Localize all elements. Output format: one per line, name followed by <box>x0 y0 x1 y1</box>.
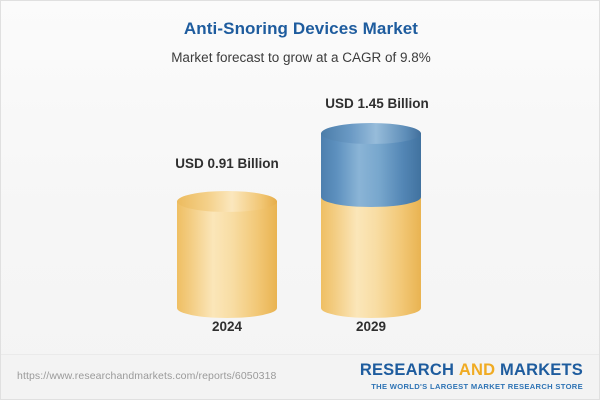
bar-2024-body <box>177 201 277 308</box>
report-url[interactable]: https://www.researchandmarkets.com/repor… <box>17 370 277 382</box>
bar-2029-blue-bottom-ellipse <box>321 187 421 207</box>
value-label-2024: USD 0.91 Billion <box>175 156 279 171</box>
brand-logo[interactable]: RESEARCH AND MARKETS THE WORLD'S LARGEST… <box>360 362 583 390</box>
chart-subtitle: Market forecast to grow at a CAGR of 9.8… <box>171 50 431 65</box>
bar-2024[interactable] <box>177 191 277 318</box>
bar-2029-top-ellipse <box>321 123 421 144</box>
page-title: Anti-Snoring Devices Market <box>183 19 419 38</box>
bar-2024-top-ellipse <box>177 191 277 212</box>
logo-word-markets: MARKETS <box>500 361 583 379</box>
logo-word-and: AND <box>458 361 496 379</box>
category-label-2029: 2029 <box>355 319 387 334</box>
footer-bar: https://www.researchandmarkets.com/repor… <box>1 354 599 399</box>
bar-2029-base-ellipse <box>321 298 421 318</box>
value-label-2029: USD 1.45 Billion <box>325 96 429 111</box>
category-label-2024: 2024 <box>211 319 243 334</box>
logo-wordmark: RESEARCH AND MARKETS <box>360 362 583 379</box>
bar-2024-base-ellipse <box>177 298 277 318</box>
bar-2029-gold-segment <box>321 197 421 308</box>
chart-header: Anti-Snoring Devices Market Market forec… <box>1 19 600 65</box>
logo-tagline: THE WORLD'S LARGEST MARKET RESEARCH STOR… <box>371 381 583 391</box>
bar-2029[interactable] <box>321 123 421 318</box>
chart-plot-area: USD 0.91 Billion 2024 USD 1.45 Billion 2… <box>1 1 600 356</box>
logo-word-research: RESEARCH <box>359 361 455 379</box>
